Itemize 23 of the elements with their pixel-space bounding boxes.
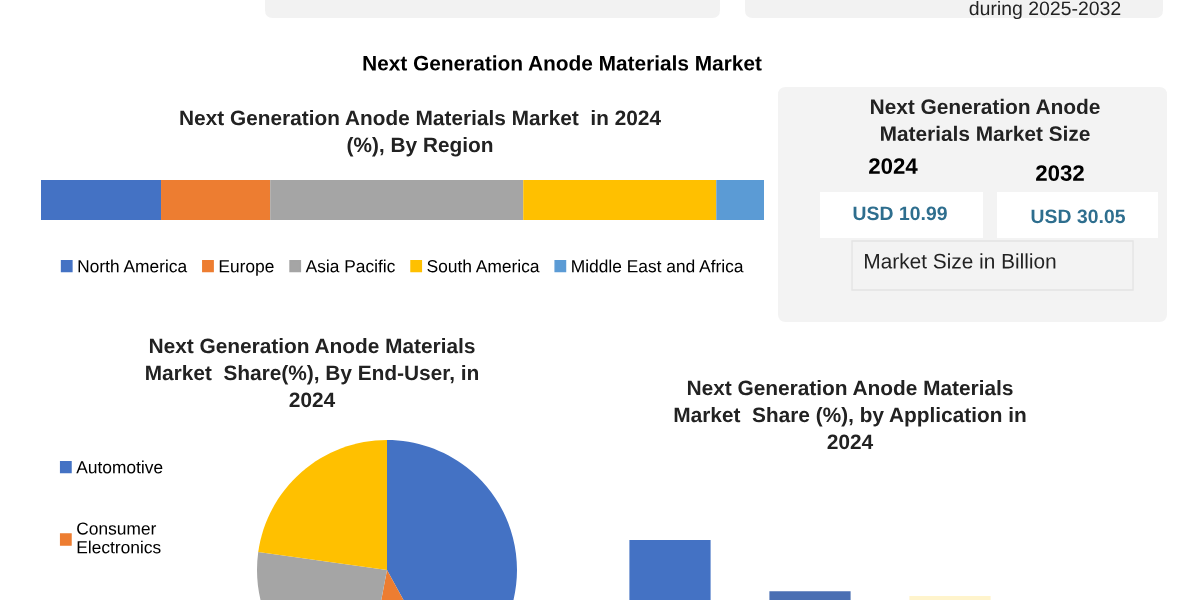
legend-label: Europe [219,260,274,276]
text: 2024 [869,158,918,174]
text: Market Size in Billion [865,253,1056,269]
text: 2032 [1036,165,1084,181]
bar [41,180,162,220]
text: during 2025-2032 [969,0,1121,20]
legend-label: Consumer Electronics [77,522,161,554]
chart-title: Next Generation Anode Materials Market Share (%), by Application in 2024 [674,380,1026,450]
bar [161,180,271,220]
legend-label: Asia Pacific [305,259,395,273]
text: USD 10.99 [853,206,947,221]
text: USD 30.05 [1031,209,1126,224]
chart-title: Next Generation Anode Materials Market in 2024 (%), By Region [180,110,661,157]
legend-label: Automotive [76,460,163,474]
bar [716,180,764,220]
legend-label: Middle East and Africa [572,259,744,273]
text: Next Generation Anode Materials Market [363,55,762,71]
legend-label: North America [78,259,188,273]
chart-title: Next Generation Anode Materials Market Share(%), By End-User, in 2024 [146,338,479,408]
legend-label: South America [427,259,540,273]
bar [523,180,717,220]
bar [270,180,524,220]
text: Next Generation Anode Materials Market Size [871,98,1100,142]
